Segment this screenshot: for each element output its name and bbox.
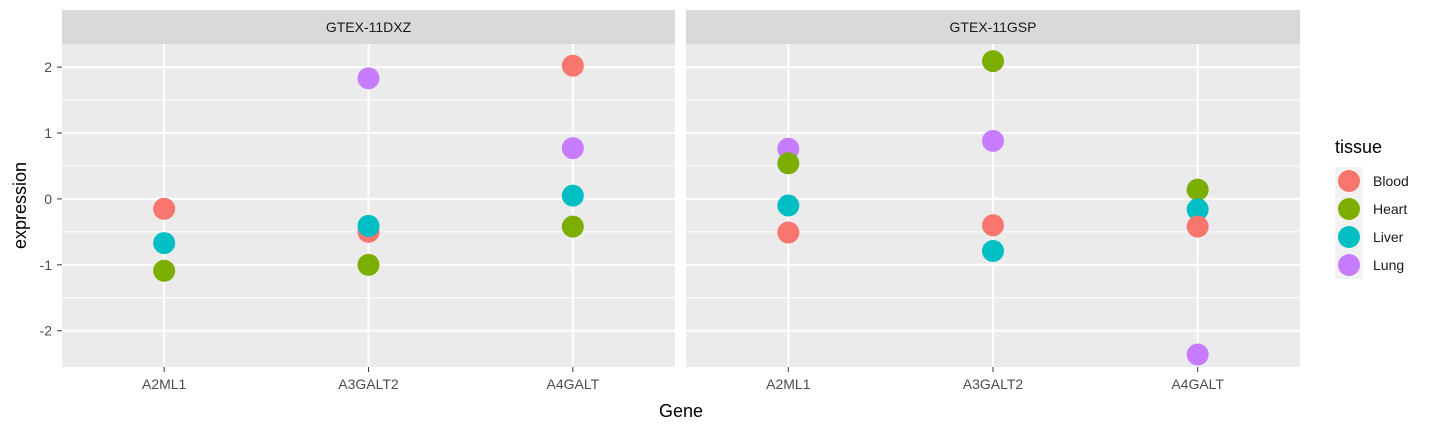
data-point	[777, 152, 800, 175]
data-point	[1186, 198, 1209, 221]
data-point	[1186, 178, 1209, 201]
data-point	[153, 232, 176, 255]
data-point	[982, 50, 1004, 73]
y-tick-label: -1	[40, 257, 53, 273]
data-point	[561, 54, 584, 77]
data-point	[982, 239, 1004, 262]
y-tick-label: 0	[44, 191, 52, 207]
legend-label: Blood	[1373, 173, 1409, 189]
legend-label: Heart	[1373, 201, 1407, 217]
y-tick-label: 1	[44, 125, 52, 141]
data-point	[153, 197, 176, 220]
data-point	[357, 67, 380, 90]
facet-strip	[686, 10, 1300, 44]
x-tick-label: A4GALT	[1171, 376, 1224, 392]
x-tick-label: A3GALT2	[338, 376, 399, 392]
x-tick-label: A2ML1	[142, 376, 187, 392]
legend-key	[1338, 254, 1360, 276]
x-tick-label: A3GALT2	[963, 376, 1024, 392]
data-point	[357, 214, 380, 237]
legend-title: tissue	[1335, 137, 1382, 157]
facet-title: GTEX-11DXZ	[326, 19, 412, 35]
data-point	[777, 194, 800, 217]
y-tick-label: -2	[40, 323, 53, 339]
data-point	[357, 253, 380, 276]
legend-key	[1338, 198, 1360, 220]
data-point	[1186, 215, 1209, 238]
x-axis-title: Gene	[659, 401, 703, 421]
data-point	[561, 137, 584, 160]
data-point	[1186, 343, 1209, 366]
x-tick-label: A2ML1	[766, 376, 811, 392]
legend-key	[1338, 226, 1360, 248]
data-point	[153, 259, 176, 282]
data-point	[561, 215, 584, 238]
legend-key	[1338, 170, 1360, 192]
data-point	[982, 129, 1004, 152]
legend-label: Liver	[1373, 229, 1404, 245]
facet-title: GTEX-11GSP	[950, 19, 1037, 35]
x-tick-label: A4GALT	[547, 376, 600, 392]
facet-strip	[62, 10, 675, 44]
data-point	[561, 184, 584, 207]
y-axis-title: expression	[10, 162, 30, 249]
legend-label: Lung	[1373, 257, 1404, 273]
data-point	[982, 214, 1004, 237]
data-point	[777, 221, 800, 244]
y-tick-label: 2	[44, 59, 52, 75]
